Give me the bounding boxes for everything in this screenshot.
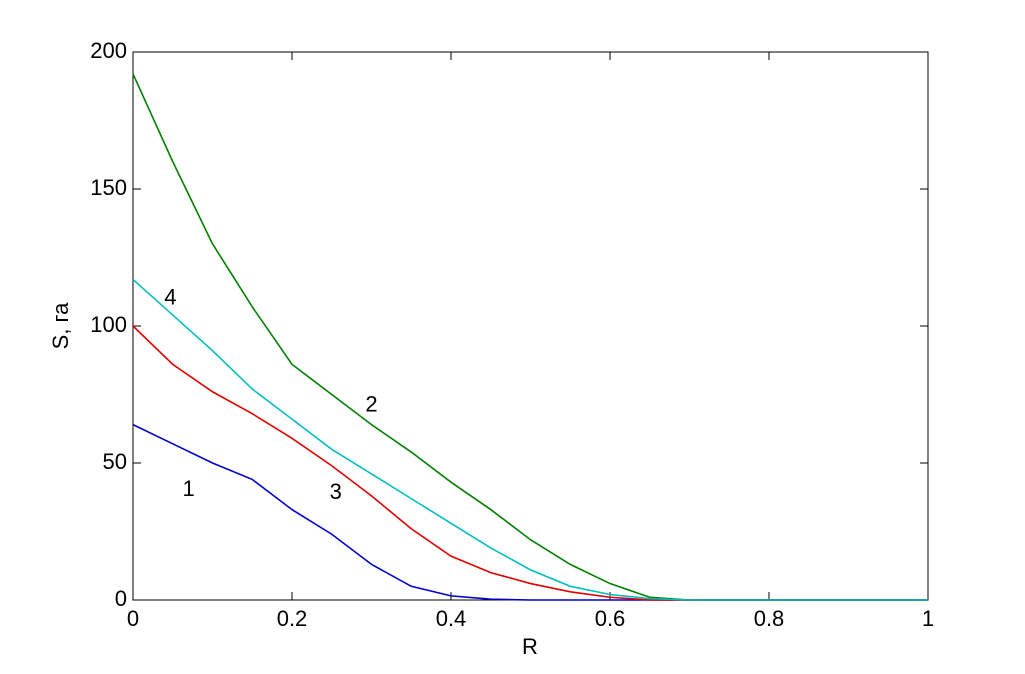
plot-frame [132,51,929,601]
annotation: 1 [183,476,195,501]
x-tick-label: 0.2 [277,606,308,631]
x-axis-label: R [522,634,538,659]
y-tick-label: 50 [103,449,127,474]
x-tick-label: 0.6 [595,606,626,631]
x-tick-label: 0 [127,606,139,631]
x-tick-label: 0.4 [436,606,467,631]
y-tick-label: 100 [90,312,127,337]
annotation: 4 [164,284,176,309]
y-tick-label: 150 [90,175,127,200]
x-tick-label: 0.8 [754,606,785,631]
line-series [132,73,928,601]
line-series [132,423,928,601]
annotation: 3 [330,479,342,504]
line-series [132,278,928,601]
annotation: 2 [365,391,377,416]
y-tick-label: 200 [90,38,127,63]
line-series [132,325,928,601]
x-tick-label: 1 [922,606,934,631]
y-axis-label: S, га [48,302,73,349]
y-tick-label: 0 [115,586,127,611]
